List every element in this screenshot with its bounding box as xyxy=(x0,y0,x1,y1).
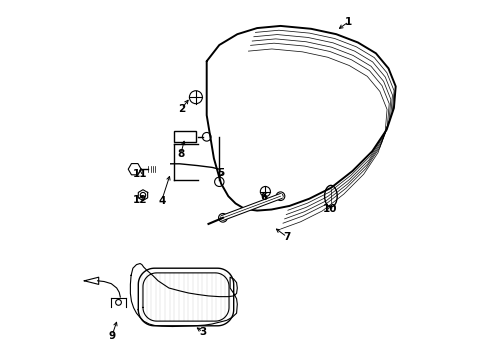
Text: 11: 11 xyxy=(133,168,147,179)
Text: 10: 10 xyxy=(322,204,337,214)
Text: 8: 8 xyxy=(177,149,184,159)
Text: 6: 6 xyxy=(260,192,267,202)
Text: 7: 7 xyxy=(283,232,290,242)
Text: 4: 4 xyxy=(158,195,165,206)
Polygon shape xyxy=(138,190,147,201)
Circle shape xyxy=(218,213,227,222)
Text: 1: 1 xyxy=(345,17,352,27)
Bar xyxy=(174,131,196,142)
Text: 2: 2 xyxy=(178,104,185,114)
Circle shape xyxy=(276,192,284,201)
Text: 5: 5 xyxy=(217,168,224,178)
Text: 9: 9 xyxy=(108,330,115,341)
Text: 3: 3 xyxy=(199,327,206,337)
Text: 12: 12 xyxy=(133,195,147,205)
